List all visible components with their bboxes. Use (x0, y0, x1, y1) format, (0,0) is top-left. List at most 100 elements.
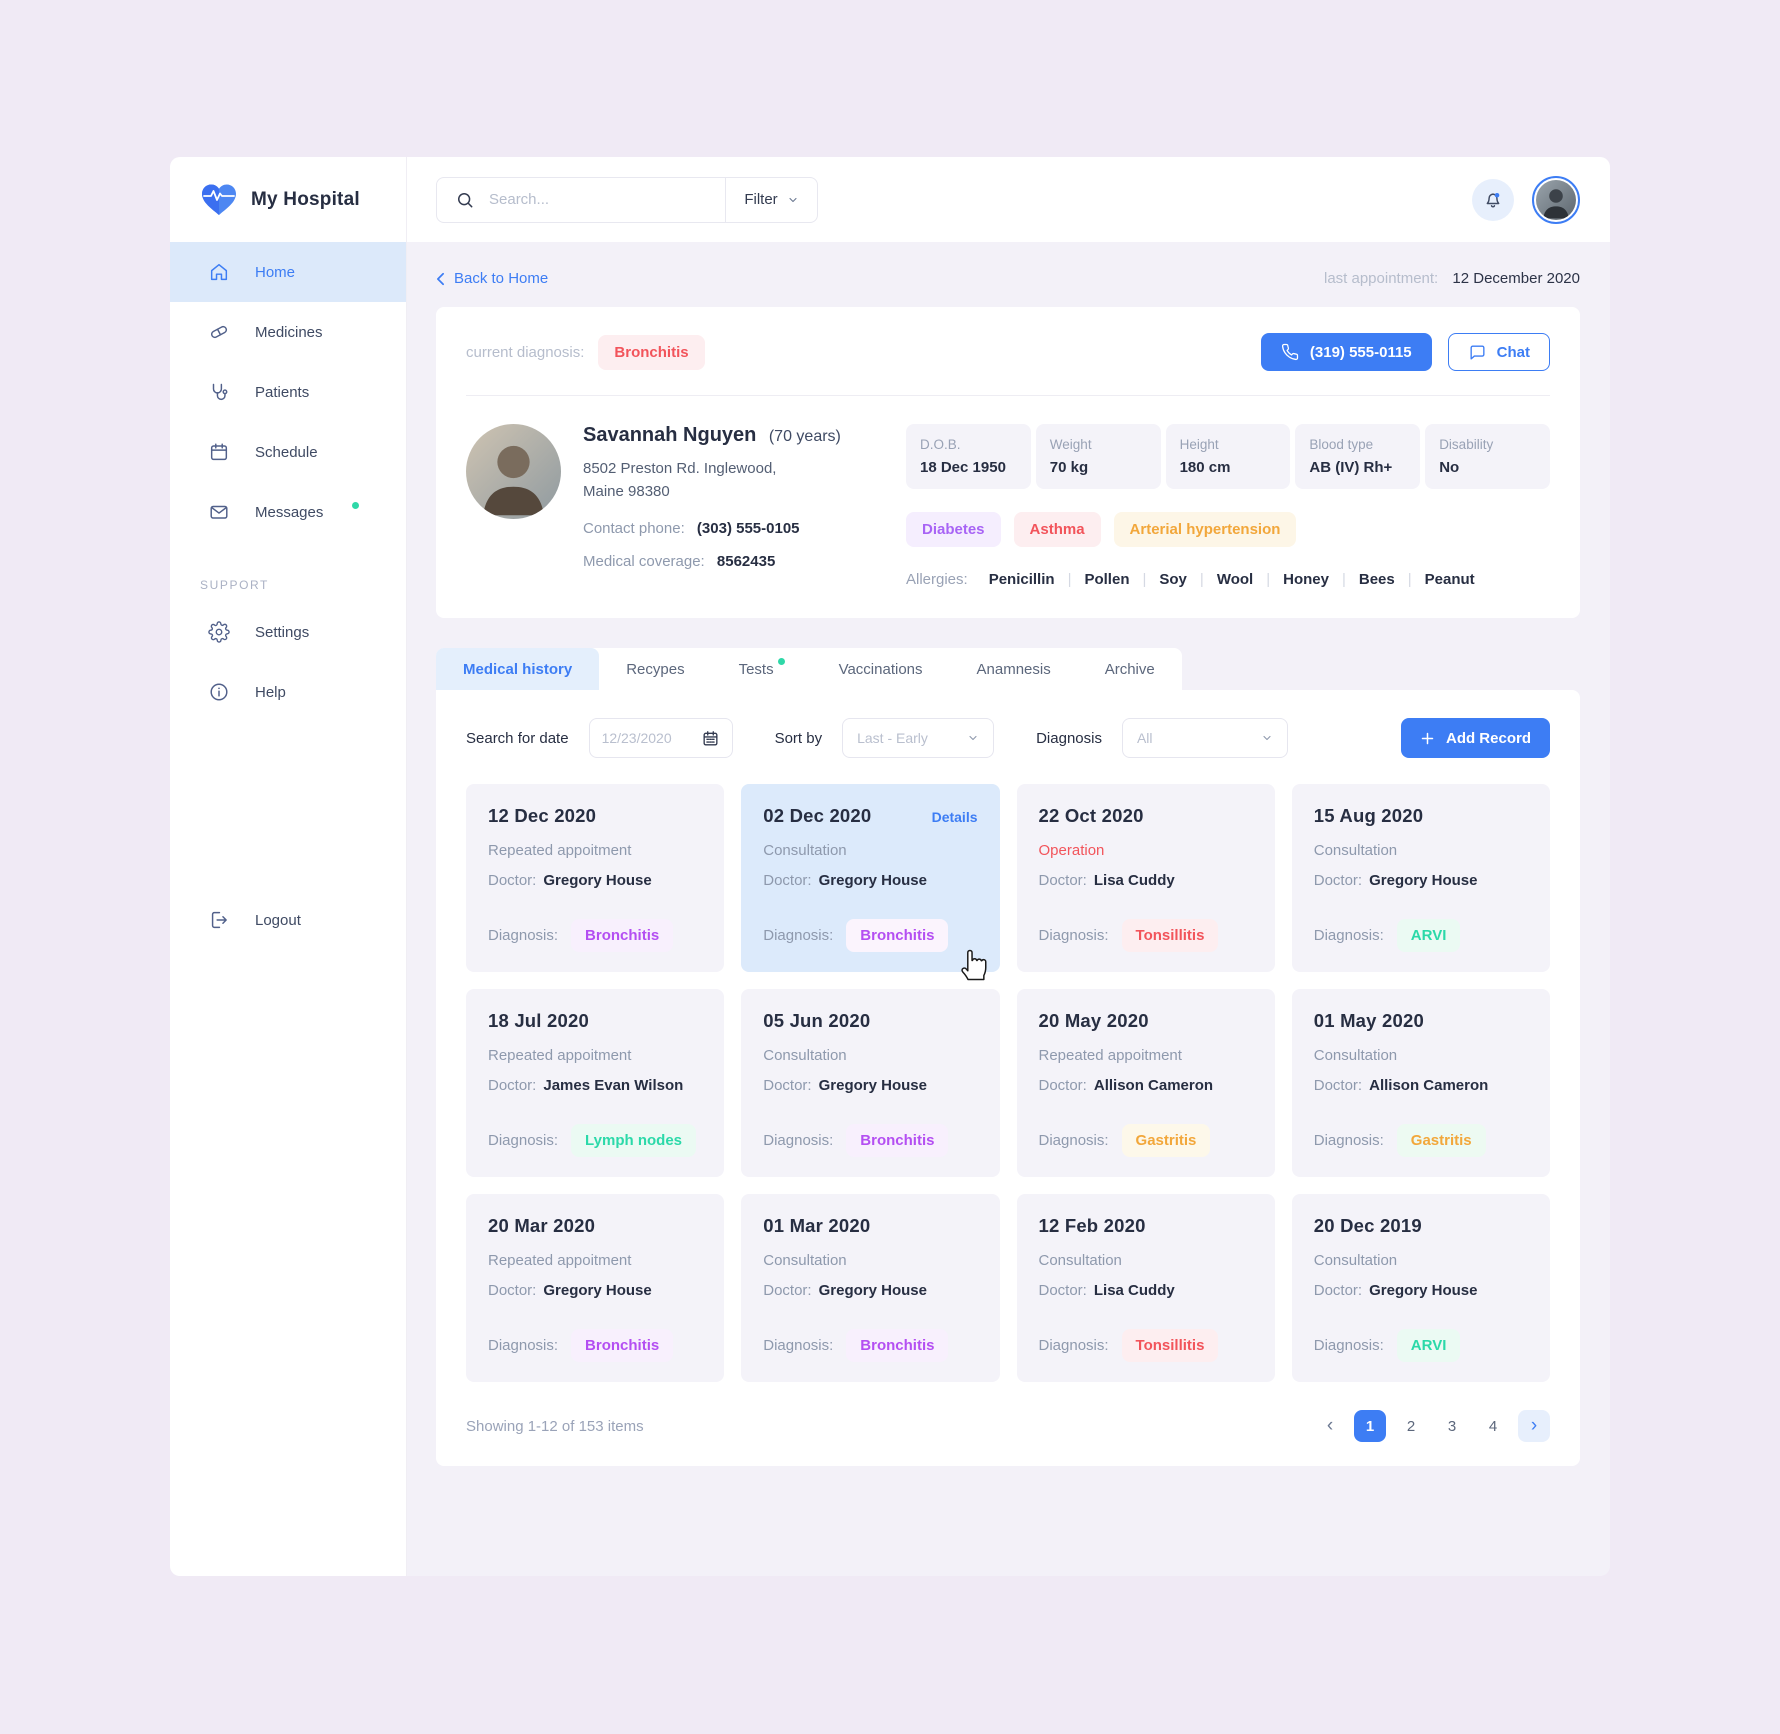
page-button-3[interactable]: 3 (1447, 1417, 1457, 1435)
add-record-button[interactable]: Add Record (1400, 718, 1550, 758)
stat-box: D.O.B. 18 Dec 1950 (906, 424, 1031, 489)
medical-record-card[interactable]: 12 Dec 2020 Repeated appoitment Doctor: Gre… (466, 784, 725, 972)
coverage-row: Medical coverage: 8562435 (583, 553, 841, 570)
allergy-separator: | (1199, 571, 1204, 588)
stat-value: 70 kg (1049, 459, 1089, 476)
hospital-heart-logo-icon (200, 183, 238, 217)
calendar-icon[interactable] (701, 729, 720, 748)
search-input[interactable] (475, 191, 725, 208)
diagnosis-label: Diagnosis: (1038, 927, 1109, 944)
doctor-name: Lisa Cuddy (1093, 872, 1175, 889)
doctor-name: Gregory House (818, 1077, 927, 1094)
call-button-label: (319) 555-0115 (1309, 343, 1412, 361)
record-doctor-row: Doctor: Gregory House (763, 872, 977, 889)
tab-archive[interactable]: Archive (1078, 648, 1182, 690)
call-patient-button[interactable]: (319) 555-0115 (1260, 333, 1432, 371)
pill-icon (208, 321, 230, 343)
condition-badge: Diabetes (906, 512, 1001, 547)
diagnosis-badge: Bronchitis (846, 1124, 949, 1157)
last-appointment-label: last appointment: (1323, 270, 1439, 287)
breadcrumb: Back to Home last appointment: 12 Decemb… (436, 270, 1580, 287)
record-doctor-row: Doctor: Gregory House (488, 872, 702, 889)
user-avatar[interactable] (1532, 175, 1580, 224)
chat-button[interactable]: Chat (1447, 333, 1550, 371)
record-diagnosis-row: Diagnosis: Tonsillitis (1039, 919, 1253, 952)
search-icon (455, 190, 475, 210)
diagnosis-label: Diagnosis: (1313, 927, 1384, 944)
allergy-separator: | (1266, 571, 1271, 588)
sort-select-value: Last - Early (857, 730, 928, 746)
record-doctor-row: Doctor: Gregory House (763, 1282, 977, 1299)
doctor-label: Doctor: (763, 1077, 812, 1094)
notifications-button[interactable] (1472, 178, 1514, 221)
filter-button[interactable]: Filter (725, 177, 817, 222)
medical-record-card[interactable]: 15 Aug 2020 Consultation Doctor: Gregory Ho… (1291, 784, 1550, 972)
medical-record-card[interactable]: 01 Mar 2020 Consultation Doctor: Gregory Ho… (741, 1194, 1000, 1382)
tab-anamnesis[interactable]: Anamnesis (950, 648, 1078, 690)
medical-record-card[interactable]: 22 Oct 2020 Operation Doctor: Lisa Cuddy Dia… (1016, 784, 1275, 972)
medical-record-card[interactable]: 12 Feb 2020 Consultation Doctor: Lisa Cuddy… (1016, 1194, 1275, 1382)
tab-medical-history[interactable]: Medical history (436, 648, 600, 690)
diagnosis-label: Diagnosis: (1313, 1337, 1384, 1354)
allergies-label: Allergies: (906, 571, 968, 588)
record-type: Repeated appoitment (1038, 1047, 1182, 1064)
page-button-1[interactable]: 1 (1354, 1410, 1386, 1442)
medical-record-card[interactable]: 01 May 2020 Consultation Doctor: Allison Ca… (1291, 989, 1550, 1177)
record-type: Consultation (1313, 1252, 1398, 1269)
contact-phone-value: (303) 555-0105 (696, 519, 800, 537)
contact-phone-row: Contact phone: (303) 555-0105 (583, 520, 841, 537)
page-button-2[interactable]: 2 (1406, 1417, 1416, 1435)
medical-record-card[interactable]: 20 Mar 2020 Repeated appoitment Doctor: Gre… (466, 1194, 725, 1382)
patient-age: (70 years) (768, 428, 841, 445)
chat-bubble-icon (1470, 344, 1485, 360)
sidebar-item-schedule[interactable]: Schedule (170, 422, 406, 482)
sidebar-item-label: Medicines (255, 323, 323, 341)
medical-record-card[interactable]: 18 Jul 2020 Repeated appoitment Doctor: Jam… (466, 989, 725, 1177)
tab-vaccinations[interactable]: Vaccinations (812, 648, 950, 690)
medical-record-card[interactable]: 05 Jun 2020 Consultation Doctor: Gregory Ho… (741, 989, 1000, 1177)
diagnosis-select[interactable]: All (1121, 718, 1288, 758)
medical-record-card[interactable]: 02 Dec 2020 Details Consultation Doctor: Gre… (741, 784, 1000, 981)
next-page-button[interactable]: › (1518, 1410, 1550, 1442)
medical-record-card[interactable]: 20 May 2020 Repeated appoitment Doctor: All… (1016, 989, 1275, 1177)
date-filter-input[interactable] (601, 730, 693, 746)
sidebar-item-help[interactable]: Help (170, 662, 406, 722)
sort-select[interactable]: Last - Early (842, 718, 995, 758)
tab-label: Tests (738, 660, 774, 678)
add-record-label: Add Record (1445, 729, 1531, 747)
sidebar-item-logout[interactable]: Logout (170, 890, 406, 950)
sidebar: My Hospital Home Medicines Patients Schedul… (170, 157, 406, 1576)
record-diagnosis-row: Diagnosis: Lymph nodes (488, 1124, 702, 1157)
record-date: 20 May 2020 (1038, 1010, 1149, 1031)
medical-record-card[interactable]: 20 Dec 2019 Consultation Doctor: Gregory Ho… (1291, 1194, 1550, 1382)
address-line-1: 8502 Preston Rd. Inglewood, (583, 460, 777, 477)
tab-label: Recypes (626, 660, 685, 678)
sidebar-item-settings[interactable]: Settings (170, 602, 406, 662)
tab-tests[interactable]: Tests (712, 648, 812, 690)
record-diagnosis-row: Diagnosis: Tonsillitis (1039, 1329, 1253, 1362)
prev-page-button[interactable]: ‹ (1326, 1415, 1334, 1436)
sidebar-item-patients[interactable]: Patients (170, 362, 406, 422)
condition-badge: Arterial hypertension (1113, 512, 1297, 547)
info-icon (208, 681, 230, 703)
diagnosis-badge: ARVI (1396, 1329, 1461, 1362)
doctor-label: Doctor: (1313, 1077, 1363, 1094)
record-date: 18 Jul 2020 (488, 1010, 589, 1031)
back-to-home-link[interactable]: Back to Home (436, 270, 548, 287)
record-date: 12 Feb 2020 (1038, 1215, 1146, 1236)
address-line-2: Maine 98380 (583, 483, 670, 501)
tab-recypes[interactable]: Recypes (599, 648, 711, 690)
record-doctor-row: Doctor: Gregory House (488, 1282, 702, 1299)
sidebar-item-medicines[interactable]: Medicines (170, 302, 406, 362)
doctor-name: Allison Cameron (1093, 1077, 1214, 1094)
doctor-name: Gregory House (818, 1282, 927, 1299)
page-button-4[interactable]: 4 (1488, 1417, 1498, 1435)
allergy-separator: | (1067, 571, 1072, 588)
diagnosis-label: Diagnosis: (1038, 1337, 1109, 1354)
tab-label: Vaccinations (838, 660, 923, 678)
record-doctor-row: Doctor: Lisa Cuddy (1039, 1282, 1253, 1299)
record-details-link[interactable]: Details (931, 809, 978, 825)
sidebar-item-messages[interactable]: Messages (170, 482, 406, 542)
patient-actions: (319) 555-0115 Chat (1260, 333, 1550, 371)
sidebar-item-home[interactable]: Home (170, 242, 406, 302)
